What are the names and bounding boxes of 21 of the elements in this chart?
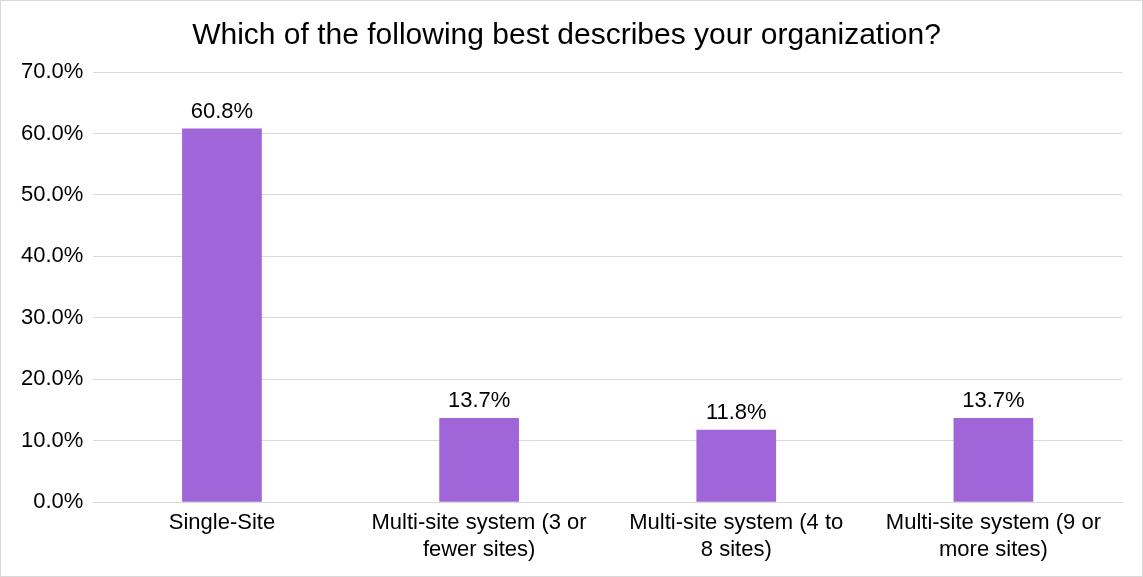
x-tick-label: Multi-site system (9 or more sites) <box>885 509 1101 561</box>
y-tick-label: 40.0% <box>20 242 84 268</box>
chart-title: Which of the following best describes your organization? <box>192 17 941 51</box>
x-tick-label: Multi-site system (3 or fewer sites) <box>371 509 587 561</box>
y-tick-label: 10.0% <box>20 426 84 452</box>
y-tick-label: 30.0% <box>20 303 84 329</box>
data-label: 13.7% <box>962 387 1025 413</box>
y-tick-label: 70.0% <box>20 58 84 84</box>
y-tick-label: 50.0% <box>20 180 84 206</box>
data-label: 60.8% <box>190 97 254 123</box>
data-label: 11.8% <box>705 398 767 424</box>
data-label: 13.7% <box>447 387 511 413</box>
y-tick-label: 60.0% <box>20 119 84 145</box>
x-tick-label: Multi-site system (4 to 8 sites) <box>629 509 844 561</box>
bar <box>953 418 1034 502</box>
bar <box>696 429 777 502</box>
y-tick-label: 0.0% <box>33 488 84 514</box>
bar <box>182 128 262 502</box>
bar <box>439 418 519 502</box>
y-tick-label: 20.0% <box>20 365 84 391</box>
x-tick-label: Single-Site <box>168 509 276 535</box>
